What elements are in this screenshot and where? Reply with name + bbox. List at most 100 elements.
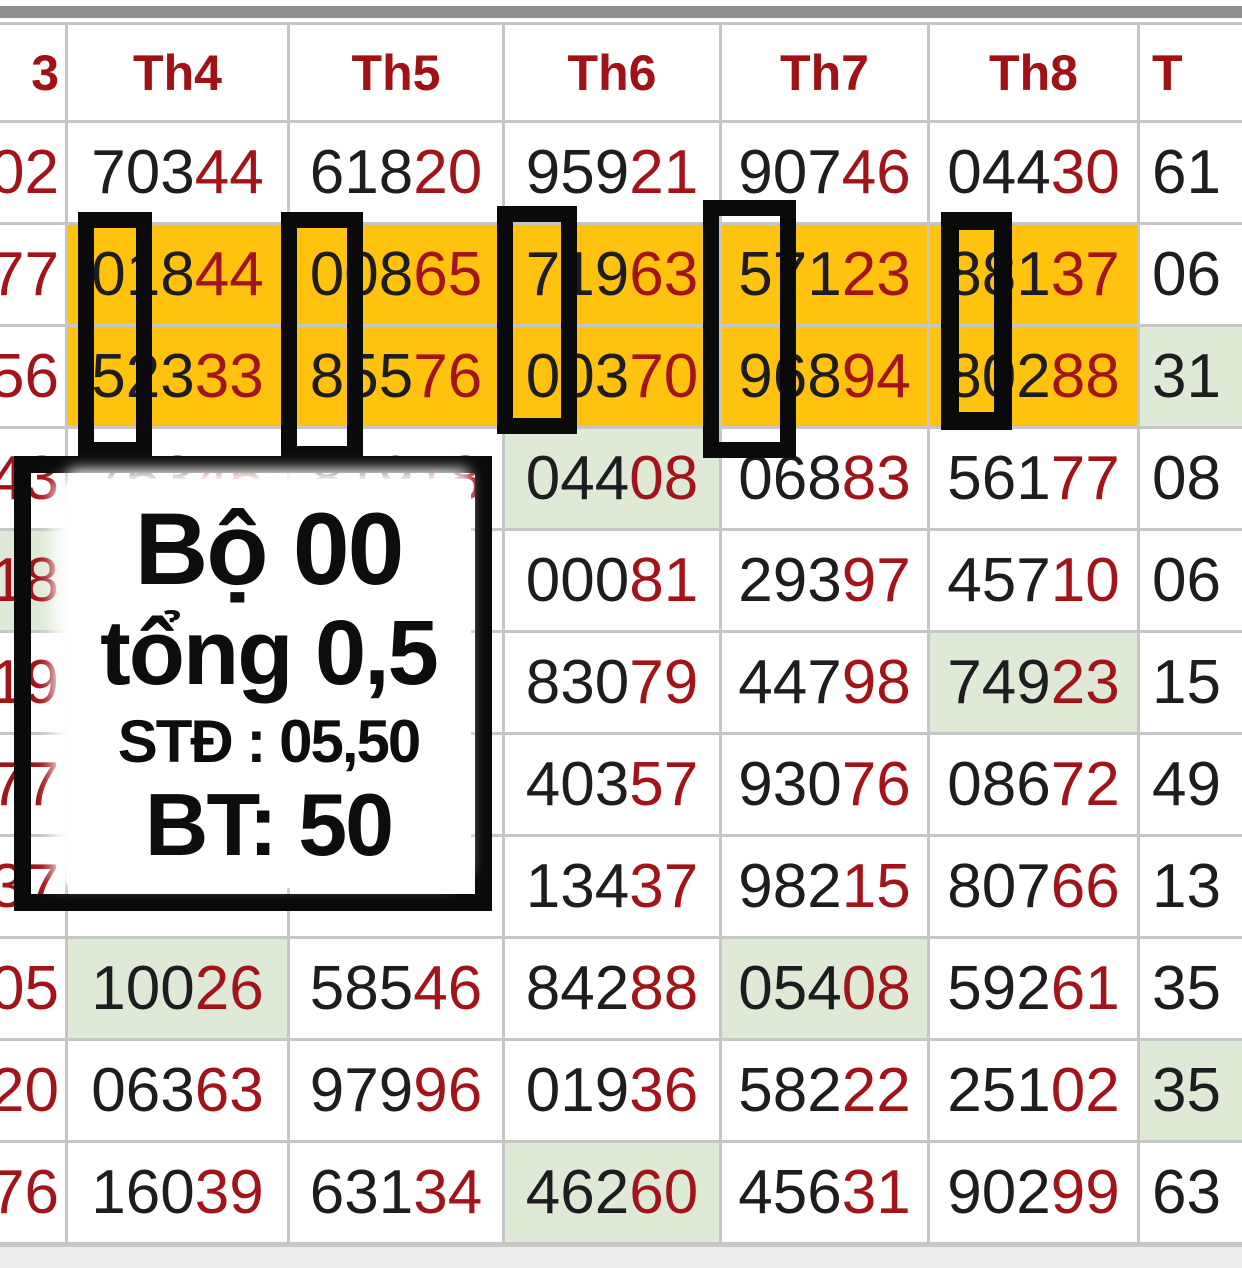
cell-red-digits: 46 xyxy=(413,954,483,1023)
number-cell: 462 60 xyxy=(505,1143,722,1245)
number-cell: 749 23 xyxy=(930,633,1140,735)
note-title: Bộ 00 xyxy=(134,492,405,607)
cell-black-digits: 06 xyxy=(1152,546,1221,615)
cell-red-digits: 79 xyxy=(629,648,699,717)
number-cell: 582 22 xyxy=(722,1041,930,1143)
header-label: T xyxy=(1152,44,1183,101)
cell-red-digits: 10 xyxy=(1050,546,1120,615)
number-cell: 830 79 xyxy=(505,633,722,735)
number-cell: 561 77 xyxy=(930,429,1140,531)
number-cell: 06 xyxy=(1140,531,1242,633)
header-label: Th5 xyxy=(351,44,441,101)
cell-black-digits: 000 xyxy=(525,546,630,615)
cell-red-digits: 26 xyxy=(194,954,264,1023)
header-cell-3: 3 xyxy=(0,25,68,123)
lottery-results-table: 3 Th4 Th5 Th6 Th7 Th8 T 02 703 44 618 20 959 21 907 46 0… xyxy=(0,22,1242,1245)
cell-red-digits: 31 xyxy=(841,1158,911,1227)
cell-black-digits: 561 xyxy=(947,444,1051,513)
cell-red-digits: 77 xyxy=(1050,444,1120,513)
number-cell: 02 xyxy=(0,123,68,225)
number-cell: 982 15 xyxy=(722,837,930,939)
number-cell: 585 46 xyxy=(290,939,505,1041)
cell-red-digits: 23 xyxy=(1050,648,1120,717)
cell-black-digits: 49 xyxy=(1152,750,1221,819)
cell-red-digits: 46 xyxy=(841,138,911,207)
cell-black-digits: 15 xyxy=(1152,648,1221,717)
number-cell: 403 57 xyxy=(505,735,722,837)
cell-red-digits: 61 xyxy=(1050,954,1120,1023)
cell-black-digits: 749 xyxy=(947,648,1051,717)
cell-black-digits: 35 xyxy=(1152,954,1221,1023)
cell-black-digits: 457 xyxy=(947,546,1051,615)
number-cell: 35 xyxy=(1140,939,1242,1041)
cell-red-digits: 60 xyxy=(629,1158,699,1227)
cell-black-digits: 902 xyxy=(947,1158,1051,1227)
cell-red-digits: 37 xyxy=(629,852,699,921)
cell-black-digits: 703 xyxy=(91,138,195,207)
cell-red-digits: 94 xyxy=(841,342,911,411)
header-label: Th7 xyxy=(780,44,869,101)
number-cell: 063 63 xyxy=(68,1041,290,1143)
number-cell: 76 xyxy=(0,1143,68,1245)
number-cell: 456 31 xyxy=(722,1143,930,1245)
number-cell: 003 70 xyxy=(505,327,722,429)
cell-red-digits: 57 xyxy=(629,750,699,819)
cell-red-digits: 02 xyxy=(0,138,59,207)
header-cell-th5: Th5 xyxy=(290,25,505,123)
cell-black-digits: 592 xyxy=(947,954,1051,1023)
cell-red-digits: 15 xyxy=(841,852,911,921)
cell-red-digits: 88 xyxy=(1050,342,1120,411)
cell-black-digits: 086 xyxy=(947,750,1051,819)
cell-black-digits: 982 xyxy=(738,852,842,921)
cell-red-digits: 76 xyxy=(0,1158,59,1227)
header-cell-th7: Th7 xyxy=(722,25,930,123)
cell-red-digits: 88 xyxy=(629,954,699,1023)
cell-black-digits: 462 xyxy=(525,1158,630,1227)
cell-black-digits: 979 xyxy=(309,1056,414,1125)
cell-black-digits: 100 xyxy=(91,954,195,1023)
header-label: 3 xyxy=(31,44,59,101)
cell-black-digits: 13 xyxy=(1152,852,1221,921)
number-cell: 293 97 xyxy=(722,531,930,633)
cell-red-digits: 76 xyxy=(841,750,911,819)
cell-red-digits: 08 xyxy=(841,954,911,1023)
top-gray-bar xyxy=(0,6,1242,18)
cell-black-digits: 63 xyxy=(1152,1158,1221,1227)
cell-black-digits: 054 xyxy=(738,954,842,1023)
cell-red-digits: 22 xyxy=(841,1056,911,1125)
number-cell: 56 xyxy=(0,327,68,429)
number-cell: 457 10 xyxy=(930,531,1140,633)
cell-red-digits: 23 xyxy=(841,240,911,309)
cell-black-digits: 044 xyxy=(947,138,1051,207)
number-cell: 807 66 xyxy=(930,837,1140,939)
cell-black-digits: 35 xyxy=(1152,1056,1221,1125)
cell-black-digits: 134 xyxy=(525,852,630,921)
number-cell: 63 xyxy=(1140,1143,1242,1245)
cell-red-digits: 76 xyxy=(413,342,483,411)
number-cell: 019 36 xyxy=(505,1041,722,1143)
cell-black-digits: 61 xyxy=(1152,138,1221,207)
number-cell: 592 61 xyxy=(930,939,1140,1041)
cell-black-digits: 807 xyxy=(947,852,1051,921)
number-cell: 20 xyxy=(0,1041,68,1143)
cell-black-digits: 842 xyxy=(525,954,630,1023)
note-bt: BT: 50 xyxy=(144,775,394,875)
number-cell: 08 xyxy=(1140,429,1242,531)
number-cell: 77 xyxy=(0,735,68,837)
cell-black-digits: 003 xyxy=(525,342,630,411)
cell-black-digits: 959 xyxy=(525,138,630,207)
cell-black-digits: 930 xyxy=(738,750,842,819)
cell-black-digits: 044 xyxy=(525,444,630,513)
number-cell: 930 76 xyxy=(722,735,930,837)
hand-drawn-highlight-rect-th6 xyxy=(497,206,577,434)
number-cell: 968 94 xyxy=(722,327,930,429)
number-cell: 054 08 xyxy=(722,939,930,1041)
cell-red-digits: 66 xyxy=(1050,852,1120,921)
cell-black-digits: 08 xyxy=(1152,444,1221,513)
header-cell-th4: Th4 xyxy=(68,25,290,123)
cell-red-digits: 70 xyxy=(629,342,699,411)
note-total: tổng 0,5 xyxy=(100,602,439,705)
number-cell: 631 34 xyxy=(290,1143,505,1245)
header-cell-th6: Th6 xyxy=(505,25,722,123)
cell-red-digits: 44 xyxy=(194,138,264,207)
